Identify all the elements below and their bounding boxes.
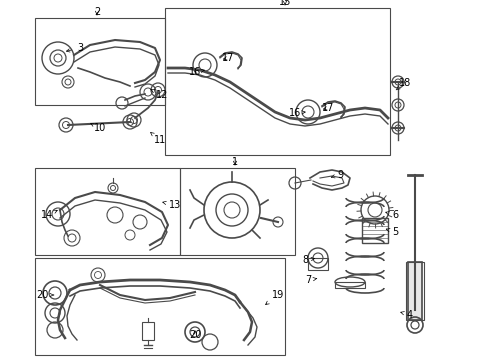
Text: 6: 6 <box>386 210 398 220</box>
Text: 18: 18 <box>396 78 411 90</box>
Text: 12: 12 <box>150 89 168 100</box>
Text: 15: 15 <box>279 0 291 7</box>
Bar <box>35 258 285 355</box>
Text: 17: 17 <box>222 53 234 63</box>
Text: 17: 17 <box>322 103 334 113</box>
Bar <box>362 218 388 243</box>
Text: 3: 3 <box>67 43 83 53</box>
Text: 14: 14 <box>41 210 57 220</box>
Text: 2: 2 <box>94 7 100 17</box>
Text: 16: 16 <box>189 67 204 77</box>
Text: 7: 7 <box>305 275 317 285</box>
Bar <box>335 282 365 288</box>
Text: 20: 20 <box>189 330 201 340</box>
Text: 16: 16 <box>289 108 305 118</box>
Text: 20: 20 <box>36 290 54 300</box>
Text: 11: 11 <box>150 132 166 145</box>
Text: 10: 10 <box>91 123 106 133</box>
Bar <box>165 8 390 155</box>
Bar <box>142 322 154 340</box>
Bar <box>180 168 295 255</box>
Text: 1: 1 <box>232 157 238 167</box>
Bar <box>35 168 180 255</box>
Text: 4: 4 <box>401 310 413 320</box>
Bar <box>408 262 422 320</box>
Bar <box>308 258 328 270</box>
Text: 9: 9 <box>331 170 343 180</box>
Bar <box>406 262 424 320</box>
Text: 13: 13 <box>163 200 181 210</box>
Text: 5: 5 <box>386 227 398 237</box>
Bar <box>35 18 165 105</box>
Text: 8: 8 <box>302 255 315 265</box>
Text: 19: 19 <box>266 290 284 305</box>
